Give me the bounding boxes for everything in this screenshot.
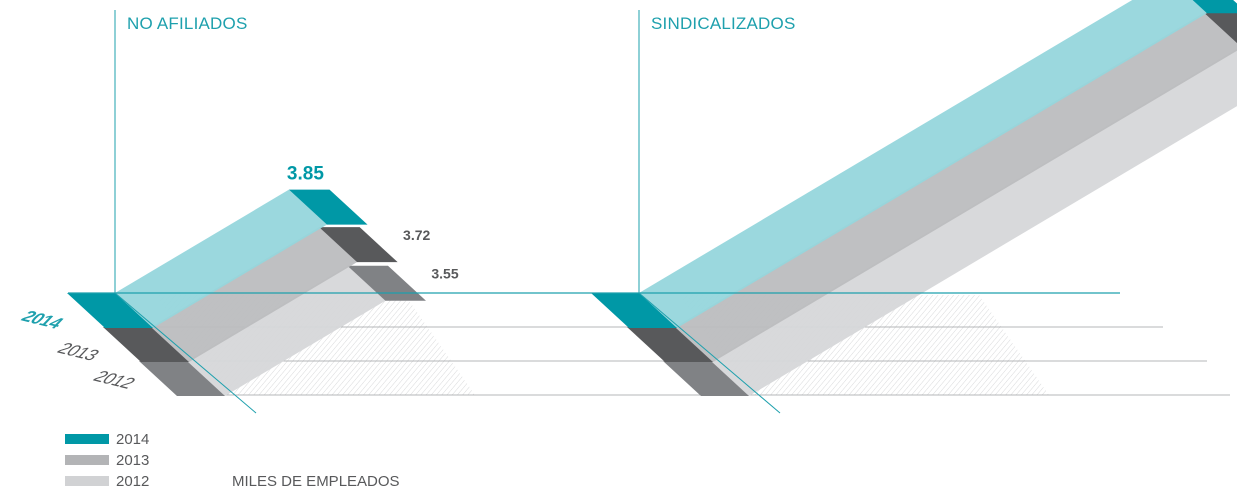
bar-endcap-2012 bbox=[347, 265, 426, 301]
legend-label-2014: 2014 bbox=[116, 431, 149, 448]
legend-swatch-2013 bbox=[65, 455, 109, 465]
bars-layer bbox=[67, 0, 1237, 396]
value-label-2014: 3.85 bbox=[287, 164, 324, 185]
panel-title-no-afiliados: NO AFILIADOS bbox=[127, 14, 248, 33]
bar-endcap-2014 bbox=[288, 189, 368, 225]
year-label-2014: 2014 bbox=[17, 307, 69, 332]
bar-basecap-2012 bbox=[663, 361, 749, 396]
legend-swatch-2014 bbox=[65, 434, 109, 444]
bar-side-2013 bbox=[151, 227, 358, 362]
value-label-2012: 3.55 bbox=[431, 266, 458, 282]
bar-endcap-2014 bbox=[1192, 0, 1237, 14]
bar-basecap-2013 bbox=[103, 327, 189, 362]
panel-depth-axis bbox=[114, 292, 257, 414]
bar-basecap-2013 bbox=[627, 327, 713, 362]
bar-side-2012 bbox=[711, 48, 1237, 396]
bar-side-2013 bbox=[675, 12, 1237, 362]
legend-label-2013: 2013 bbox=[116, 452, 149, 469]
bar-basecap-2014 bbox=[591, 293, 677, 328]
unit-label: MILES DE EMPLEADOS bbox=[232, 473, 400, 490]
year-label-2013: 2013 bbox=[53, 339, 104, 364]
panel-title-sindicalizados: SINDICALIZADOS bbox=[651, 14, 796, 33]
legend-swatch-2012 bbox=[65, 476, 109, 486]
axes-layer bbox=[68, 10, 1120, 414]
year-label-2012: 2012 bbox=[89, 367, 140, 392]
labels-layer: 3.553.723.8511.6411.7111.73 bbox=[287, 164, 459, 282]
bar-endcap-2013 bbox=[1204, 12, 1237, 44]
bar-basecap-2012 bbox=[139, 361, 225, 396]
legend-label-2012: 2012 bbox=[116, 473, 149, 490]
bar-side-2014 bbox=[639, 0, 1207, 328]
bar-basecap-2014 bbox=[67, 293, 153, 328]
value-label-2013: 3.72 bbox=[403, 227, 430, 243]
bar-endcap-2013 bbox=[319, 227, 398, 263]
legend: 2014 2013 2012 MILES DE EMPLEADOS bbox=[65, 431, 400, 490]
bar-side-2012 bbox=[187, 265, 386, 396]
panel-depth-axis bbox=[638, 292, 781, 414]
